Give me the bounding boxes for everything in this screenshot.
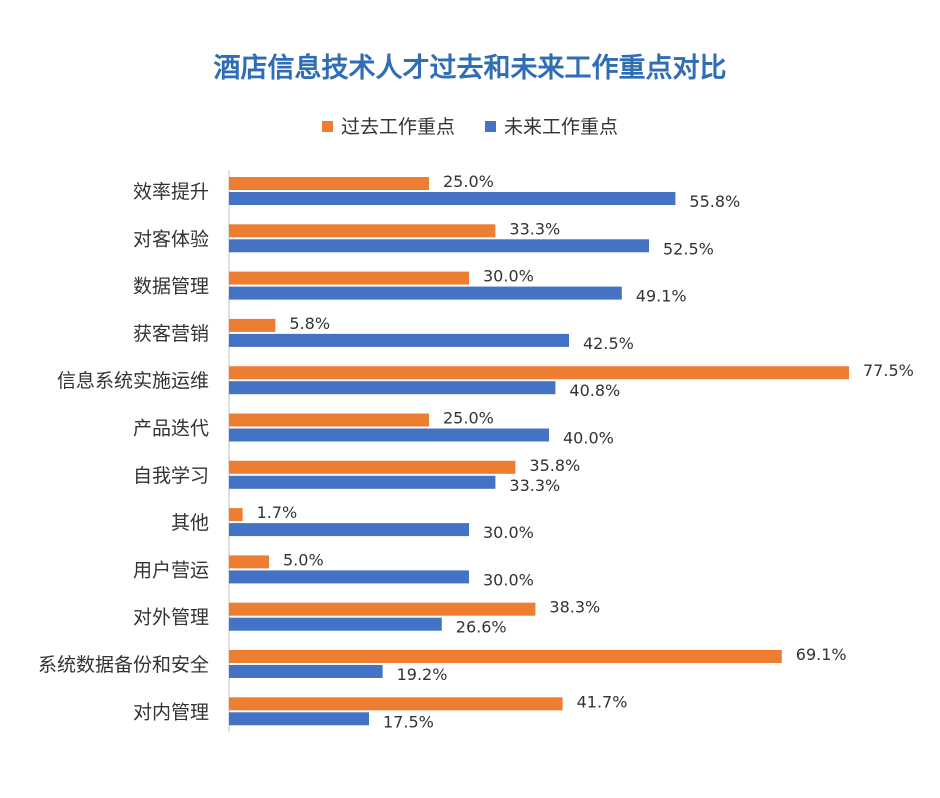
bar-past <box>229 413 429 427</box>
chart-title: 酒店信息技术人才过去和未来工作重点对比 <box>213 53 727 84</box>
chart-legend: 过去工作重点 未来工作重点 <box>0 112 940 139</box>
data-label-future: 42.5% <box>583 334 634 353</box>
category-label: 信息系统实施运维 <box>57 370 209 392</box>
legend-item-future: 未来工作重点 <box>485 112 618 139</box>
category-label: 自我学习 <box>133 465 209 487</box>
bar-past <box>229 460 516 474</box>
data-label-past: 30.0% <box>483 267 534 286</box>
legend-item-past: 过去工作重点 <box>321 112 455 139</box>
data-label-past: 33.3% <box>509 219 560 238</box>
data-label-past: 25.0% <box>443 409 494 428</box>
bar-future <box>229 570 469 584</box>
category-label: 其他 <box>171 512 209 534</box>
bar-future <box>229 665 383 678</box>
data-label-past: 69.1% <box>796 645 847 664</box>
bar-past <box>229 697 563 711</box>
bar-past <box>229 271 469 285</box>
category-label: 数据管理 <box>133 276 209 298</box>
category-label: 产品迭代 <box>133 418 209 440</box>
bar-future <box>229 712 369 726</box>
category-label: 获客营销 <box>133 323 209 345</box>
bar-future <box>229 333 569 347</box>
data-label-future: 30.0% <box>483 523 534 542</box>
category-label: 对外管理 <box>133 607 209 629</box>
legend-label-past: 过去工作重点 <box>340 116 455 138</box>
data-label-future: 26.6% <box>456 618 507 637</box>
data-label-future: 52.5% <box>663 239 714 258</box>
category-label: 效率提升 <box>133 181 209 203</box>
data-label-past: 1.7% <box>257 503 298 522</box>
bar-future <box>229 475 496 489</box>
bar-future <box>229 239 649 253</box>
data-label-future: 40.0% <box>563 429 614 448</box>
data-label-past: 77.5% <box>863 361 914 380</box>
bar-future <box>229 286 622 300</box>
bar-future <box>229 523 469 537</box>
bar-past <box>229 555 269 569</box>
data-label-past: 35.8% <box>529 456 580 475</box>
data-label-past: 38.3% <box>549 598 600 617</box>
data-label-future: 40.8% <box>569 381 620 400</box>
bar-past <box>229 224 496 238</box>
bar-past <box>229 508 243 522</box>
category-label: 对内管理 <box>133 701 209 723</box>
data-label-future: 19.2% <box>397 665 448 684</box>
legend-label-future: 未来工作重点 <box>504 116 619 138</box>
bar-future <box>229 428 549 442</box>
bar-past <box>229 366 849 380</box>
data-label-past: 25.0% <box>443 172 494 191</box>
data-label-past: 5.8% <box>289 314 330 333</box>
data-label-future: 17.5% <box>383 712 434 731</box>
bar-past <box>229 602 536 616</box>
bar-past <box>229 177 429 190</box>
bar-past <box>229 650 782 663</box>
data-label-past: 41.7% <box>577 692 628 711</box>
data-label-past: 5.0% <box>283 550 324 569</box>
data-label-future: 30.0% <box>483 570 534 589</box>
bar-future <box>229 617 442 631</box>
data-label-future: 49.1% <box>636 287 687 306</box>
data-label-future: 55.8% <box>689 192 740 211</box>
legend-swatch-past <box>321 121 333 132</box>
category-label: 对客体验 <box>133 228 209 250</box>
data-label-future: 33.3% <box>509 476 560 495</box>
category-label: 系统数据备份和安全 <box>38 654 209 676</box>
bar-past <box>229 318 276 332</box>
bar-future <box>229 381 556 395</box>
category-label: 用户营运 <box>133 559 209 581</box>
legend-swatch-future <box>485 121 497 132</box>
bar-future <box>229 192 676 205</box>
